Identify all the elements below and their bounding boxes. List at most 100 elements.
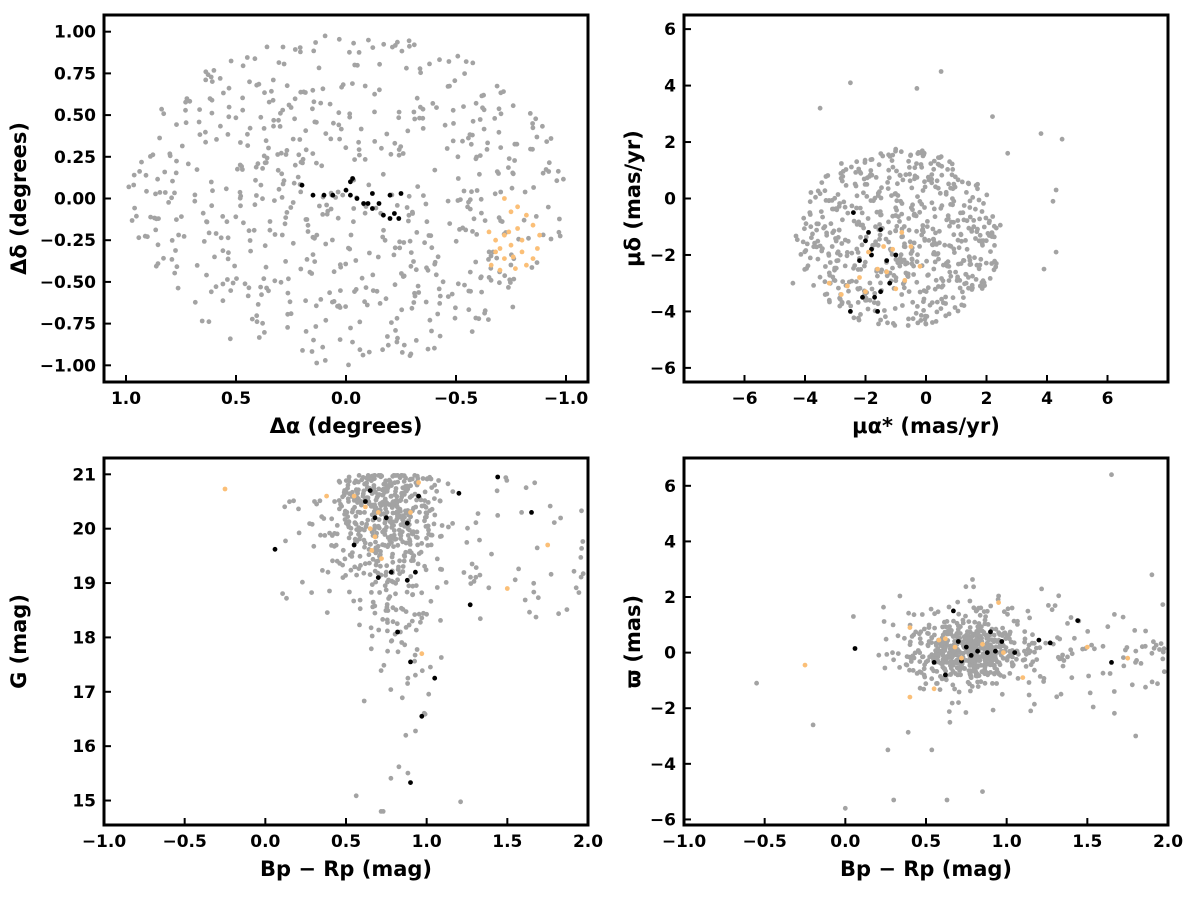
data-point [401, 273, 407, 279]
data-point [997, 222, 1003, 228]
data-point [858, 267, 864, 272]
data-point [1142, 643, 1148, 649]
data-point [980, 278, 986, 284]
data-point [213, 284, 219, 290]
x-axis-label: Bp − Rp (mag) [260, 857, 432, 881]
data-point [332, 499, 337, 504]
data-point [330, 237, 335, 243]
data-point [477, 572, 483, 578]
data-point [404, 589, 410, 595]
data-point [814, 227, 819, 233]
data-point [810, 722, 816, 728]
data-point [353, 513, 359, 519]
data-point [973, 673, 979, 679]
data-point [1151, 639, 1156, 645]
data-point [422, 240, 427, 246]
data-point [413, 583, 419, 588]
data-point [922, 626, 927, 632]
data-point [280, 591, 285, 596]
data-point [902, 635, 907, 641]
data-point [463, 227, 469, 233]
axes-frame [682, 13, 1170, 384]
data-point [428, 542, 434, 548]
data-point [913, 629, 919, 635]
data-point [283, 152, 289, 157]
data-point [372, 139, 378, 144]
data-point [897, 593, 903, 599]
data-point [398, 144, 404, 150]
data-point [556, 611, 561, 617]
data-point [907, 178, 913, 184]
data-point [917, 669, 923, 675]
data-point [915, 320, 921, 326]
data-point [977, 638, 983, 644]
data-point [510, 171, 516, 177]
data-point [449, 291, 455, 297]
data-point [374, 288, 380, 294]
data-point [506, 229, 512, 235]
data-point [426, 691, 432, 697]
data-point [421, 610, 426, 616]
data-point [461, 104, 466, 109]
data-point [546, 160, 552, 166]
data-point [225, 277, 230, 282]
data-point [136, 235, 142, 241]
data-point [948, 185, 953, 191]
data-point [1023, 651, 1029, 657]
y-tick-label: 18 [72, 628, 96, 648]
data-point [531, 589, 537, 595]
data-point [412, 491, 418, 497]
data-point [849, 203, 855, 209]
data-point [882, 308, 887, 313]
data-point [399, 695, 405, 701]
data-point [836, 285, 841, 291]
series-field [126, 33, 566, 368]
data-point [937, 240, 942, 246]
data-point [885, 320, 890, 326]
data-point [557, 216, 562, 222]
data-point [347, 246, 353, 252]
data-point [383, 587, 389, 593]
data-point [1058, 691, 1064, 697]
data-point [979, 669, 985, 675]
x-axis-label: μα* (mas/yr) [852, 414, 1000, 438]
data-point [288, 311, 294, 317]
data-point [362, 83, 368, 89]
data-point [508, 280, 513, 285]
data-point [403, 732, 409, 738]
data-point [433, 272, 439, 278]
data-point [510, 254, 516, 260]
data-point [220, 298, 226, 304]
data-point [357, 597, 363, 603]
data-point [926, 238, 932, 243]
data-point [915, 252, 920, 258]
data-point [395, 542, 401, 548]
data-point [976, 605, 981, 611]
data-point [947, 624, 952, 629]
data-point [524, 212, 529, 218]
data-point [886, 167, 892, 173]
data-point [853, 279, 859, 284]
data-point [878, 280, 883, 286]
data-point [950, 295, 956, 301]
data-point [864, 194, 870, 199]
data-point [499, 219, 505, 225]
x-tick-label: 0.0 [830, 832, 860, 852]
x-tick-label: 1.5 [1072, 832, 1102, 852]
data-point [322, 533, 328, 538]
data-point [352, 504, 357, 510]
data-point [501, 89, 506, 94]
data-point [477, 616, 483, 622]
series-members [299, 176, 404, 221]
data-point [1032, 649, 1037, 655]
data-point [902, 244, 908, 250]
data-point [966, 225, 972, 231]
data-point [192, 299, 198, 305]
data-point [330, 299, 335, 305]
data-point [436, 286, 442, 292]
data-point [438, 618, 443, 623]
data-point [183, 120, 189, 126]
data-point [413, 728, 418, 734]
data-point [384, 563, 390, 569]
data-point [982, 617, 988, 623]
